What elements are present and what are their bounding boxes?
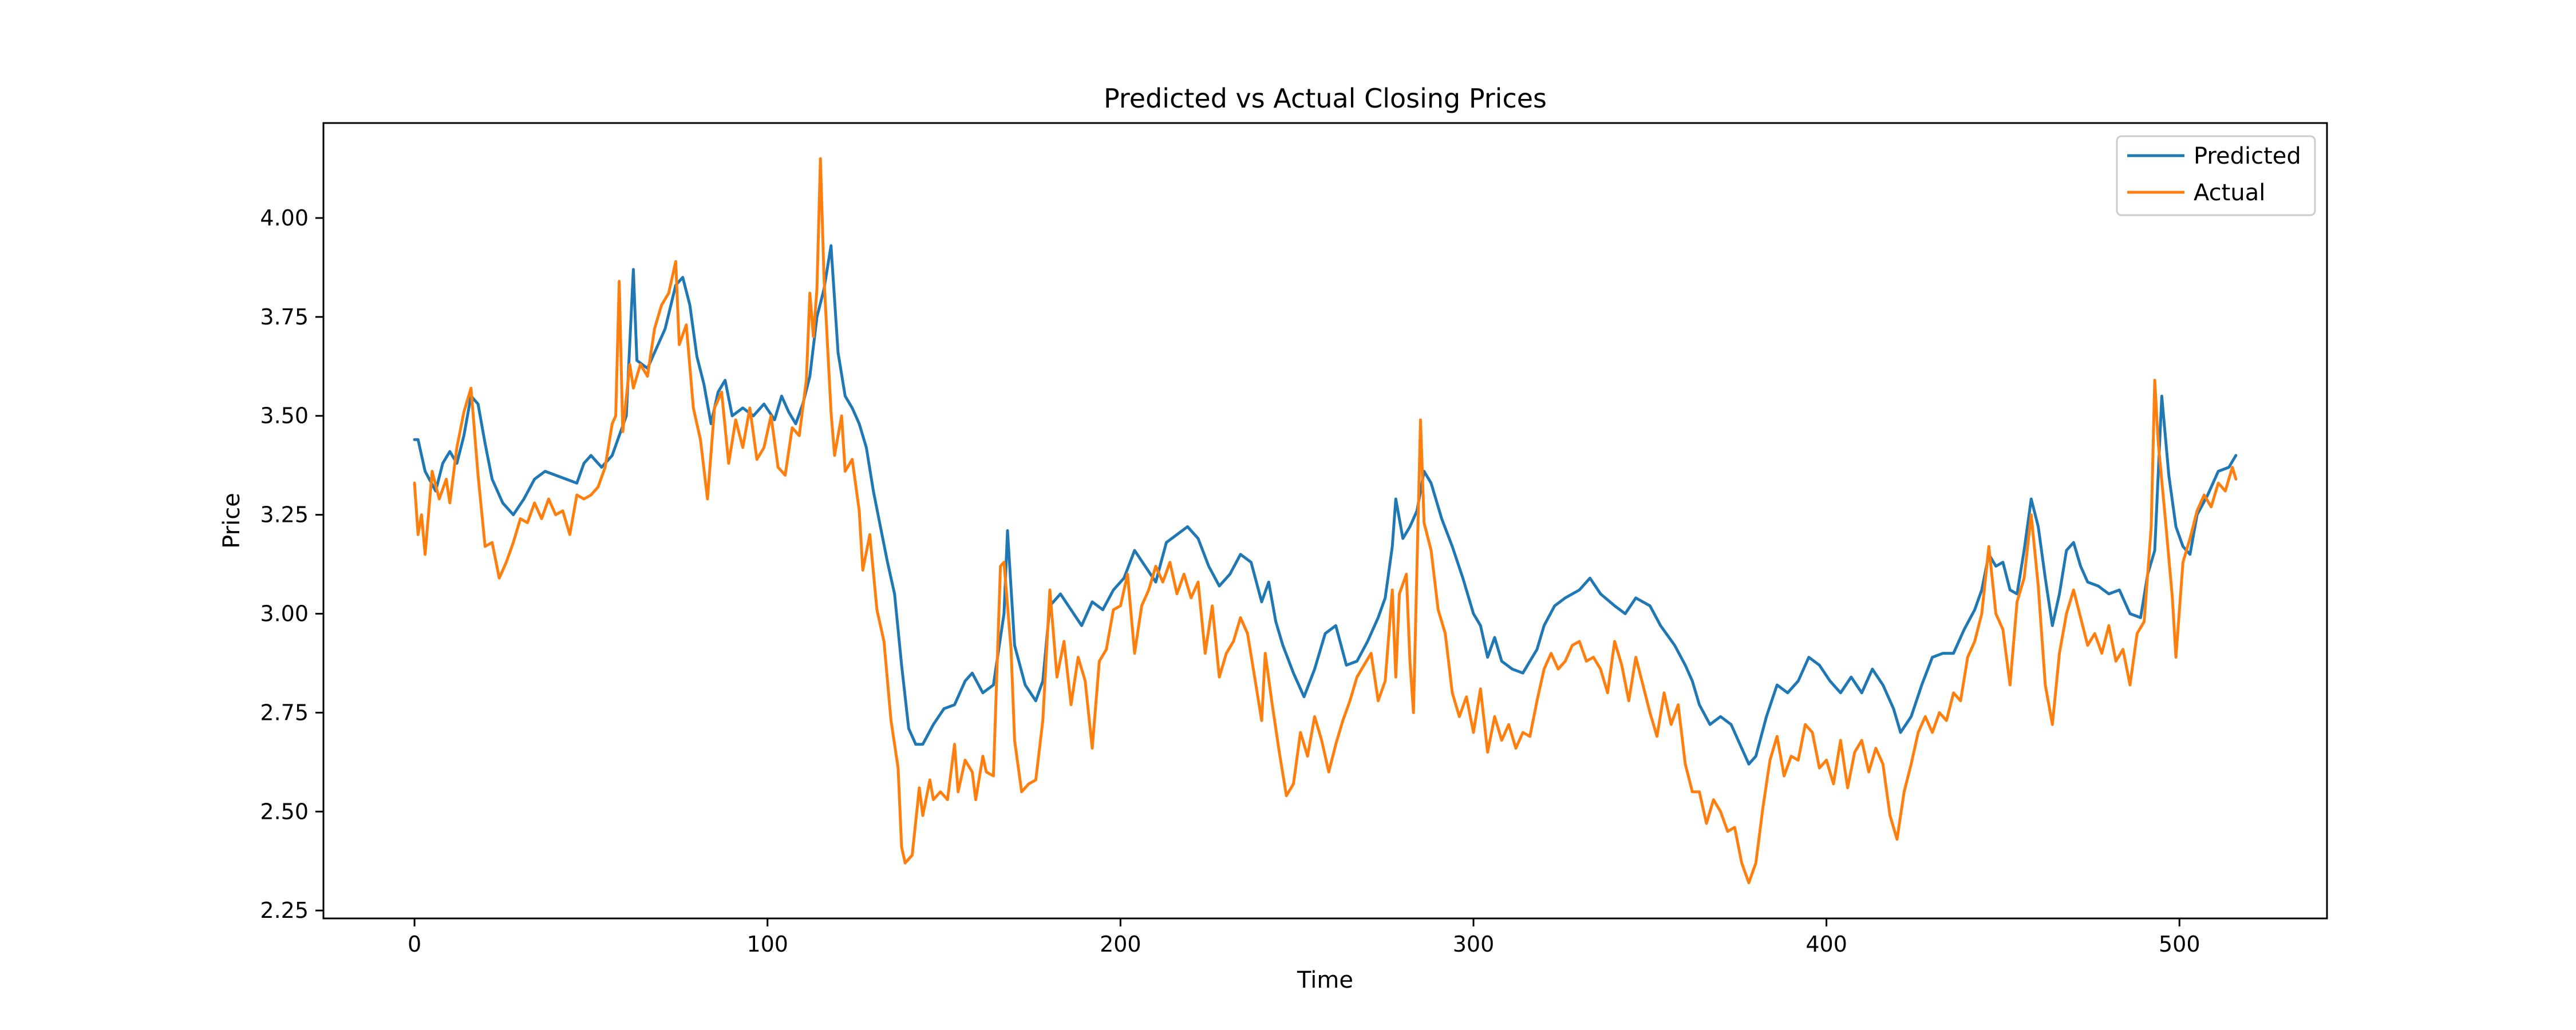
y-tick-label: 2.75 bbox=[260, 700, 309, 725]
x-tick-label: 200 bbox=[1100, 932, 1141, 957]
y-axis-label: Price bbox=[219, 493, 245, 549]
legend-label-predicted: Predicted bbox=[2194, 143, 2301, 169]
legend-label-actual: Actual bbox=[2194, 180, 2265, 206]
x-axis-ticks: 0 100 200 300 400 500 bbox=[408, 918, 2200, 957]
x-axis-label: Time bbox=[1297, 967, 1353, 993]
chart-title: Predicted vs Actual Closing Prices bbox=[1104, 83, 1547, 114]
series-line-predicted bbox=[413, 244, 2238, 766]
y-tick-label: 3.75 bbox=[260, 304, 309, 330]
y-axis-ticks: 2.25 2.50 2.75 3.00 3.25 3.50 3.75 4.00 bbox=[260, 205, 323, 923]
x-tick-label: 500 bbox=[2159, 932, 2200, 957]
y-tick-label: 3.25 bbox=[260, 502, 309, 528]
plot-frame bbox=[322, 122, 2328, 920]
y-tick-label: 3.50 bbox=[260, 403, 309, 429]
x-tick-label: 300 bbox=[1453, 932, 1495, 957]
x-tick-label: 0 bbox=[408, 932, 421, 957]
legend: Predicted Actual bbox=[2116, 135, 2316, 216]
y-tick-label: 2.25 bbox=[260, 898, 309, 923]
x-tick-label: 100 bbox=[746, 932, 788, 957]
y-tick-label: 2.50 bbox=[260, 799, 309, 824]
x-tick-label: 400 bbox=[1805, 932, 1847, 957]
series-line-actual bbox=[413, 157, 2238, 885]
plot-lines bbox=[413, 157, 2238, 885]
y-tick-label: 3.00 bbox=[260, 601, 309, 627]
y-tick-label: 4.00 bbox=[260, 205, 309, 231]
